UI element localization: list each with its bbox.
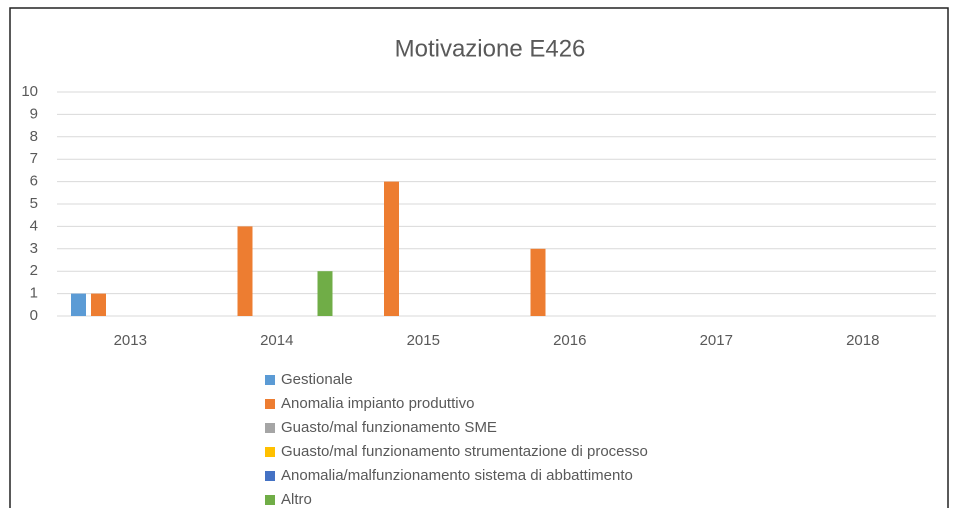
x-tick-label: 2013 — [114, 332, 147, 349]
y-tick-label: 10 — [21, 83, 38, 100]
chart-frame — [9, 7, 949, 508]
y-tick-label: 1 — [30, 285, 38, 302]
y-tick-label: 0 — [30, 307, 38, 324]
y-tick-label: 6 — [30, 173, 38, 190]
bar — [237, 226, 253, 316]
legend-swatch — [265, 423, 275, 433]
legend-label: Gestionale — [281, 371, 353, 388]
x-tick-label: 2014 — [260, 332, 293, 349]
y-tick-label: 3 — [30, 240, 38, 257]
legend-swatch — [265, 447, 275, 457]
bar — [530, 248, 546, 316]
bar — [317, 271, 333, 316]
legend-swatch — [265, 471, 275, 481]
y-tick-label: 9 — [30, 105, 38, 122]
legend-label: Anomalia impianto produttivo — [281, 395, 474, 412]
y-tick-label: 5 — [30, 195, 38, 212]
y-tick-label: 4 — [30, 217, 38, 234]
legend-label: Anomalia/malfunzionamento sistema di abb… — [281, 467, 633, 484]
x-tick-label: 2016 — [553, 332, 586, 349]
legend-label: Altro — [281, 491, 312, 508]
x-tick-label: 2017 — [700, 332, 733, 349]
y-tick-label: 2 — [30, 262, 38, 279]
y-tick-label: 7 — [30, 150, 38, 167]
x-tick-label: 2015 — [407, 332, 440, 349]
legend-swatch — [265, 399, 275, 409]
y-tick-label: 8 — [30, 128, 38, 145]
legend-label: Guasto/mal funzionamento SME — [281, 419, 497, 436]
bar — [91, 293, 106, 316]
legend-label: Guasto/mal funzionamento strumentazione … — [281, 443, 648, 460]
chart-title: Motivazione E426 — [395, 35, 586, 62]
x-tick-label: 2018 — [846, 332, 879, 349]
legend-swatch — [265, 495, 275, 505]
bar — [71, 293, 86, 316]
legend-swatch — [265, 375, 275, 385]
bar — [384, 181, 399, 316]
